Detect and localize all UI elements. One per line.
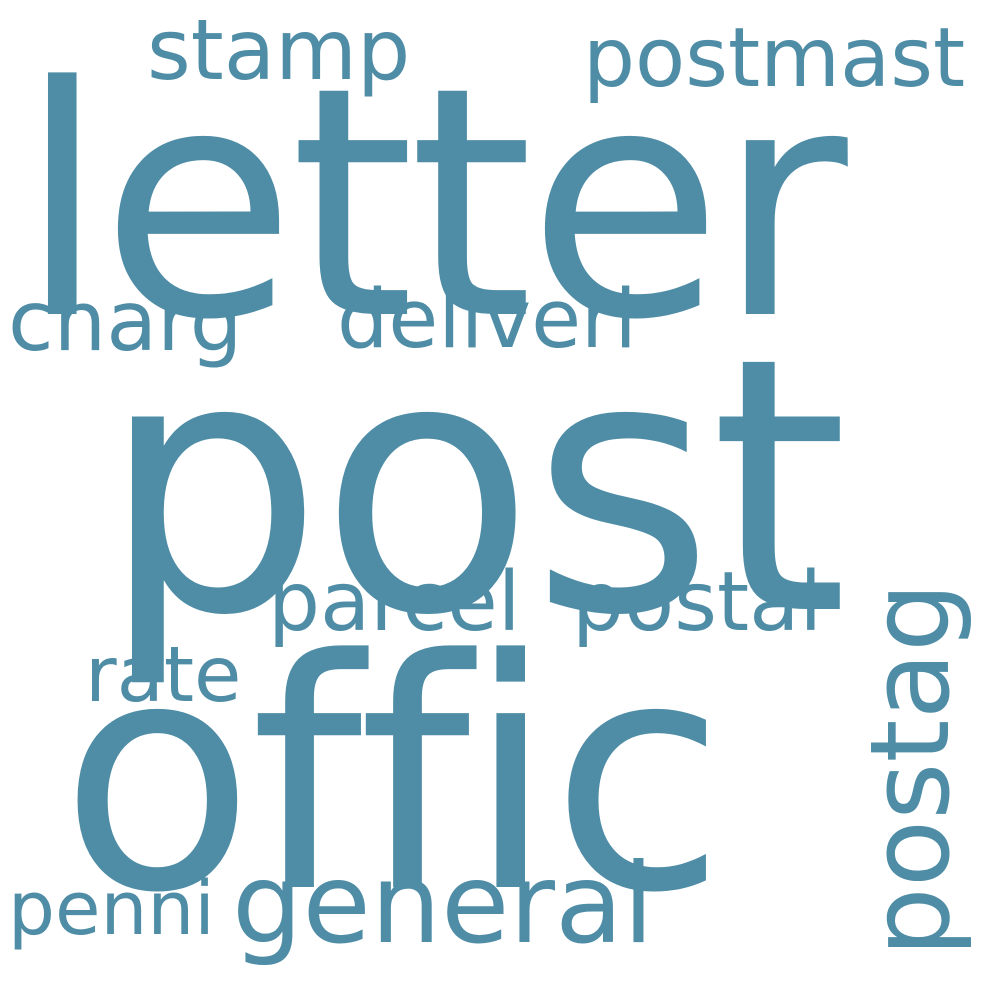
word-stamp: stamp bbox=[147, 1, 411, 99]
word-general: general bbox=[232, 840, 654, 969]
word-parcel: parcel bbox=[268, 555, 521, 650]
word-postmast: postmast bbox=[583, 11, 966, 106]
word-offic: offic bbox=[60, 592, 726, 962]
word-letter: letter bbox=[18, 19, 848, 389]
word-post: post bbox=[100, 283, 848, 693]
word-rate: rate bbox=[85, 631, 242, 720]
word-deliveri: deliveri bbox=[337, 273, 637, 367]
word-penni: penni bbox=[8, 866, 215, 952]
word-charg: charg bbox=[8, 273, 243, 370]
word-postal: postal bbox=[572, 555, 823, 650]
word-postag: postag bbox=[846, 582, 974, 957]
